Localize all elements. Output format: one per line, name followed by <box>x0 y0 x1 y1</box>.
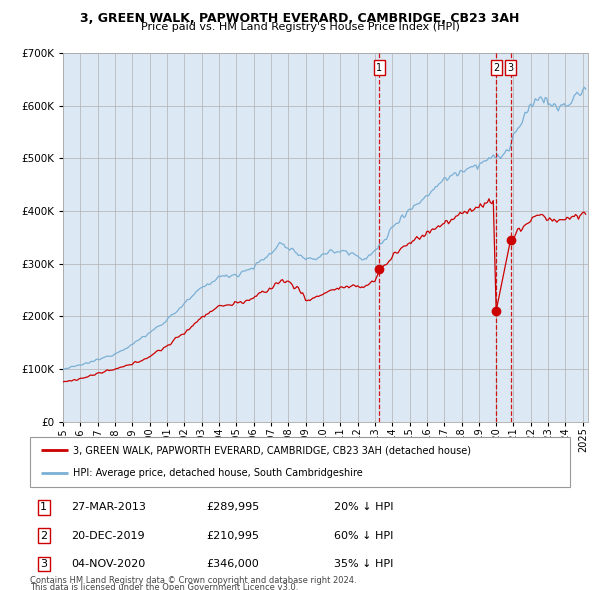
Text: HPI: Average price, detached house, South Cambridgeshire: HPI: Average price, detached house, Sout… <box>73 468 363 478</box>
Text: 04-NOV-2020: 04-NOV-2020 <box>71 559 146 569</box>
Text: 20% ↓ HPI: 20% ↓ HPI <box>334 502 393 512</box>
Text: £210,995: £210,995 <box>206 530 260 540</box>
Text: 27-MAR-2013: 27-MAR-2013 <box>71 502 146 512</box>
Text: 60% ↓ HPI: 60% ↓ HPI <box>334 530 393 540</box>
Text: 3: 3 <box>40 559 47 569</box>
Text: £346,000: £346,000 <box>206 559 259 569</box>
Text: 1: 1 <box>376 63 382 73</box>
Text: 3: 3 <box>508 63 514 73</box>
Text: 20-DEC-2019: 20-DEC-2019 <box>71 530 145 540</box>
Text: 3, GREEN WALK, PAPWORTH EVERARD, CAMBRIDGE, CB23 3AH (detached house): 3, GREEN WALK, PAPWORTH EVERARD, CAMBRID… <box>73 445 471 455</box>
Text: 1: 1 <box>40 502 47 512</box>
Text: 35% ↓ HPI: 35% ↓ HPI <box>334 559 393 569</box>
Text: This data is licensed under the Open Government Licence v3.0.: This data is licensed under the Open Gov… <box>30 583 298 590</box>
Text: 3, GREEN WALK, PAPWORTH EVERARD, CAMBRIDGE, CB23 3AH: 3, GREEN WALK, PAPWORTH EVERARD, CAMBRID… <box>80 12 520 25</box>
FancyBboxPatch shape <box>30 437 570 487</box>
Text: Price paid vs. HM Land Registry's House Price Index (HPI): Price paid vs. HM Land Registry's House … <box>140 22 460 32</box>
Text: 2: 2 <box>493 63 499 73</box>
Text: £289,995: £289,995 <box>206 502 260 512</box>
Text: Contains HM Land Registry data © Crown copyright and database right 2024.: Contains HM Land Registry data © Crown c… <box>30 576 356 585</box>
Text: 2: 2 <box>40 530 47 540</box>
